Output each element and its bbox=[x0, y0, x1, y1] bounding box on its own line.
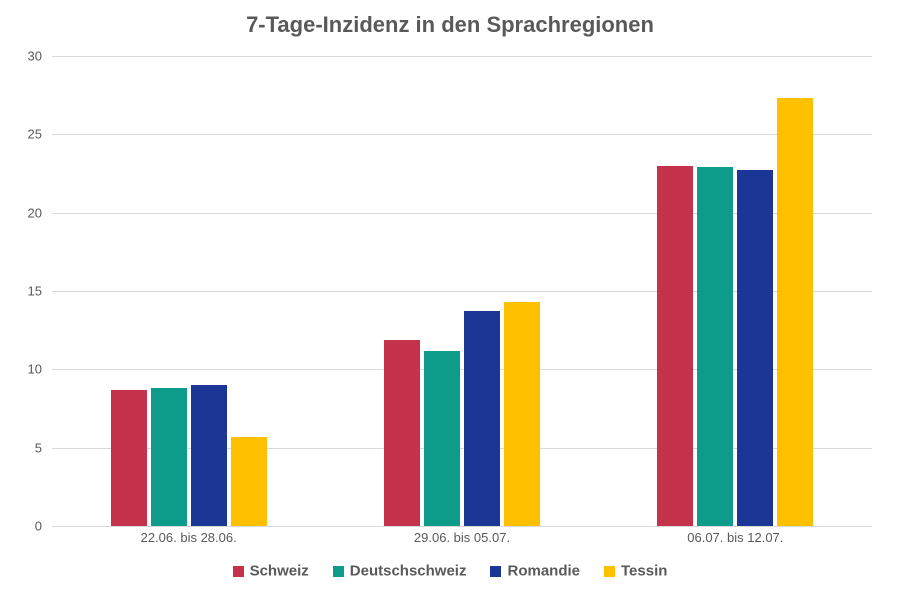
legend-label: Schweiz bbox=[250, 563, 309, 580]
bar bbox=[424, 351, 460, 526]
legend-item: Tessin bbox=[604, 562, 667, 580]
bar bbox=[384, 340, 420, 526]
y-tick-label: 25 bbox=[28, 127, 42, 142]
bar bbox=[464, 311, 500, 526]
y-tick-label: 20 bbox=[28, 205, 42, 220]
bar bbox=[737, 170, 773, 526]
legend: Schweiz Deutschschweiz Romandie Tessin bbox=[0, 562, 900, 580]
bar bbox=[111, 390, 147, 526]
legend-item: Schweiz bbox=[233, 562, 309, 580]
x-tick-label: 29.06. bis 05.07. bbox=[414, 530, 510, 545]
bar bbox=[504, 302, 540, 526]
chart-container: 7-Tage-Inzidenz in den Sprachregionen 0 5… bbox=[0, 0, 900, 601]
legend-item: Romandie bbox=[490, 562, 580, 580]
legend-swatch bbox=[233, 566, 244, 577]
bar bbox=[151, 388, 187, 526]
legend-swatch bbox=[333, 566, 344, 577]
bar bbox=[191, 385, 227, 526]
legend-label: Tessin bbox=[621, 563, 667, 580]
bar bbox=[697, 167, 733, 526]
bar bbox=[657, 166, 693, 526]
grid-line bbox=[52, 526, 872, 527]
bar bbox=[777, 98, 813, 526]
legend-label: Deutschschweiz bbox=[350, 563, 467, 580]
x-tick-label: 22.06. bis 28.06. bbox=[141, 530, 237, 545]
y-tick-label: 10 bbox=[28, 362, 42, 377]
y-tick-label: 15 bbox=[28, 284, 42, 299]
y-axis: 051015202530 bbox=[0, 56, 52, 526]
chart-title: 7-Tage-Inzidenz in den Sprachregionen bbox=[0, 0, 900, 38]
y-tick-label: 5 bbox=[35, 440, 42, 455]
legend-swatch bbox=[604, 566, 615, 577]
y-tick-label: 30 bbox=[28, 49, 42, 64]
legend-label: Romandie bbox=[507, 563, 580, 580]
x-tick-label: 06.07. bis 12.07. bbox=[687, 530, 783, 545]
y-tick-label: 0 bbox=[35, 519, 42, 534]
legend-swatch bbox=[490, 566, 501, 577]
x-axis: 22.06. bis 28.06. 29.06. bis 05.07. 06.07.… bbox=[52, 530, 872, 554]
bars-layer bbox=[52, 56, 872, 526]
bar bbox=[231, 437, 267, 526]
plot-area bbox=[52, 56, 872, 526]
legend-item: Deutschschweiz bbox=[333, 562, 467, 580]
